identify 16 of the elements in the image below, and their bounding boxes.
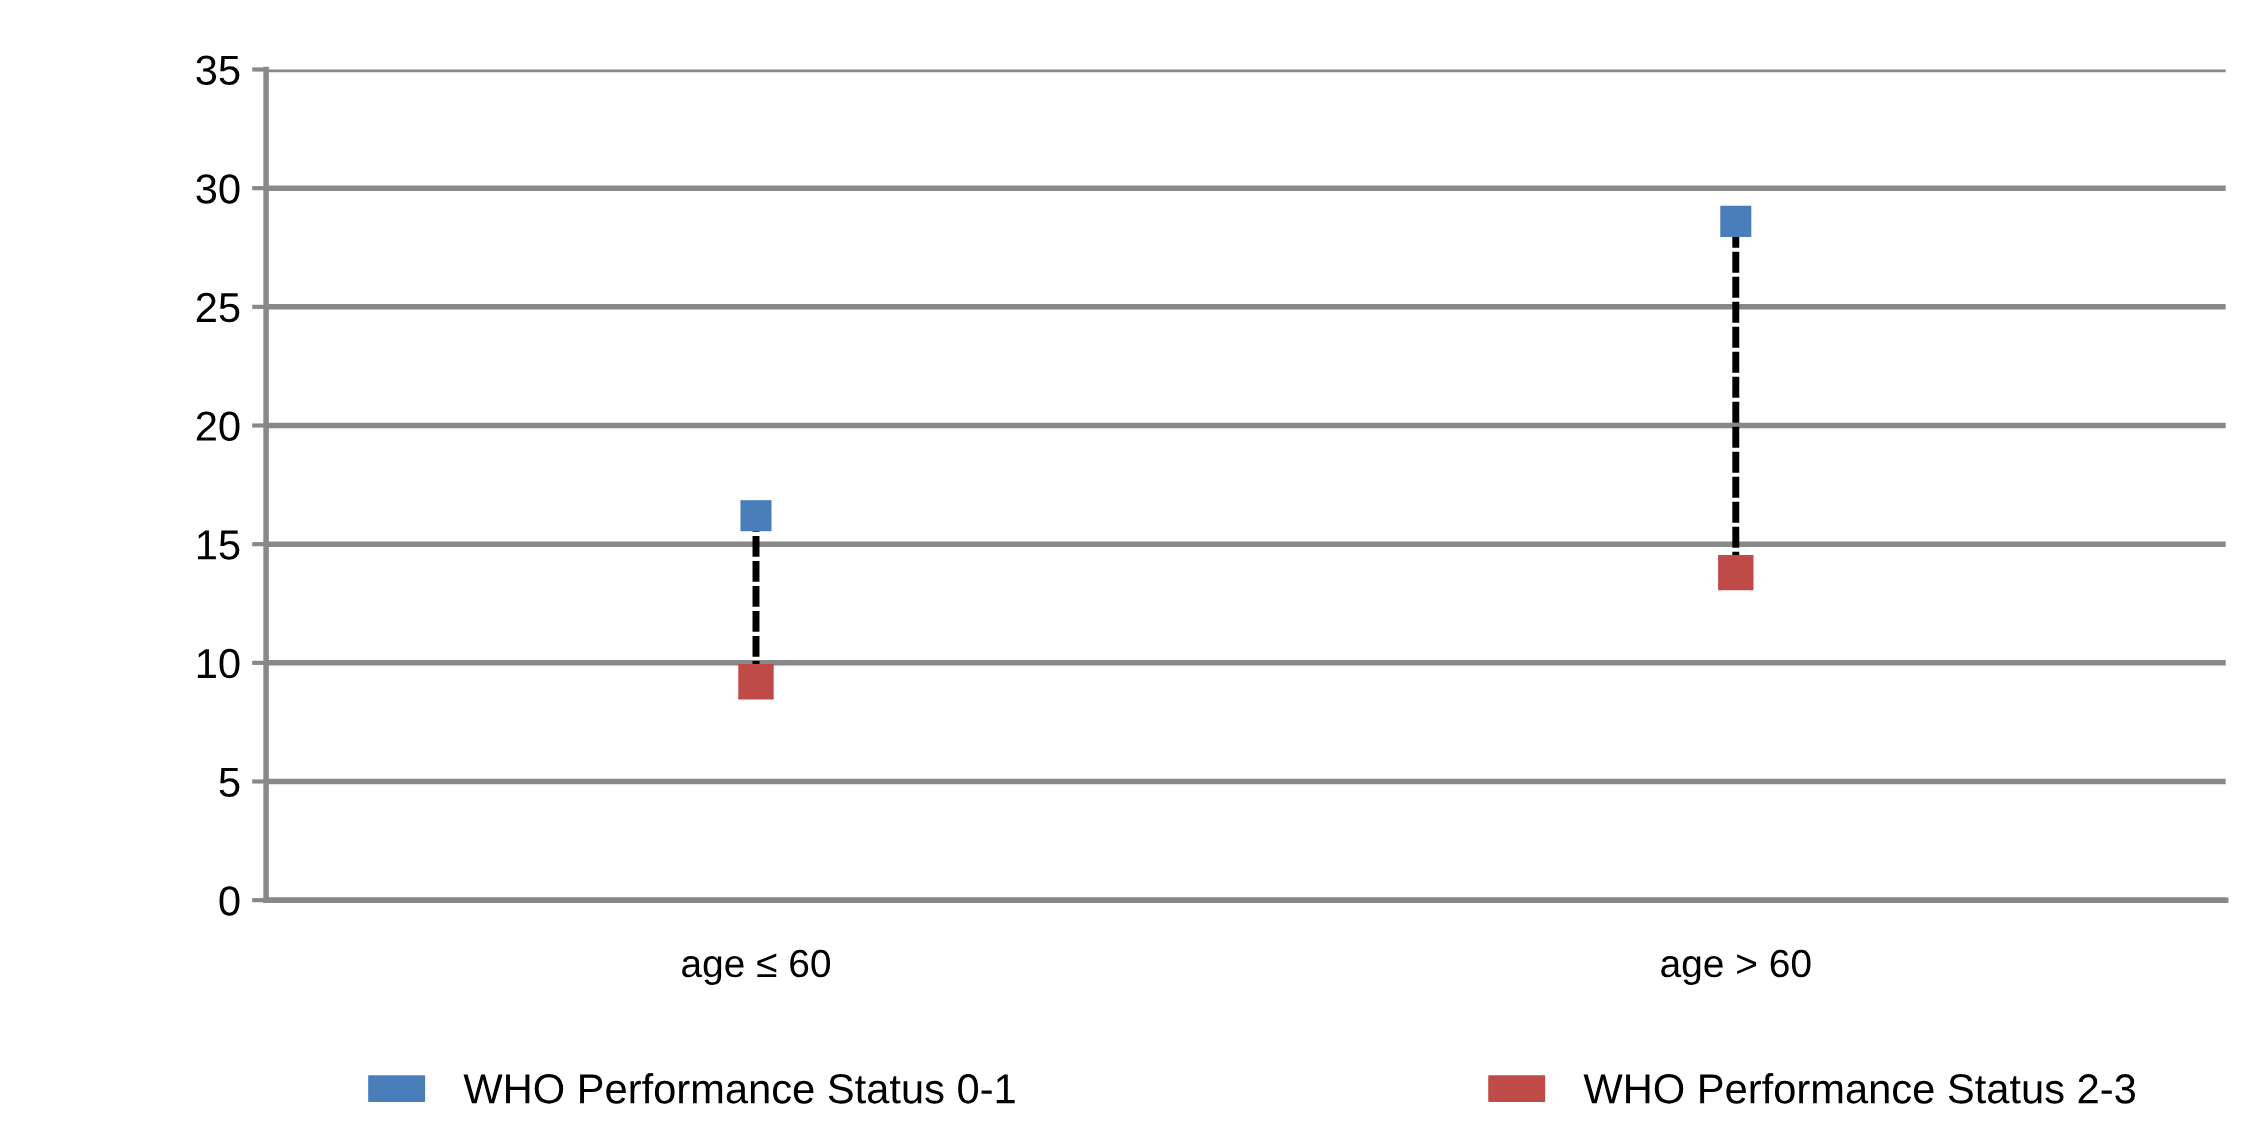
- y-tick-label: 5: [219, 767, 240, 797]
- point: [1718, 554, 1754, 591]
- legend-label: WHO Performance Status 0-1: [463, 1073, 1015, 1104]
- point: [1720, 205, 1752, 237]
- y-tick-label: 15: [197, 530, 240, 560]
- y-tick-label: 10: [197, 648, 240, 679]
- point: [740, 500, 772, 532]
- x-tick-label: age > 60: [1661, 949, 1811, 986]
- y-tick-label: 35: [196, 55, 240, 86]
- point: [738, 664, 774, 700]
- legend-label: WHO Performance Status 2-3: [1583, 1073, 2135, 1104]
- y-tick-label: 25: [196, 292, 240, 323]
- y-tick-label: 20: [196, 411, 240, 442]
- y-tick-label: 30: [196, 174, 240, 204]
- x-tick-label: age ≤ 60: [682, 949, 831, 986]
- y-tick-label: 0: [219, 886, 240, 916]
